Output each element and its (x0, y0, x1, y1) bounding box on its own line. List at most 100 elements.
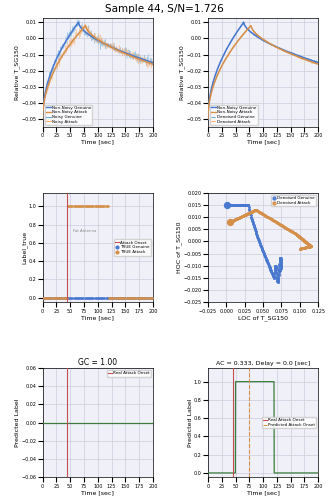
Denoised Genuine (278, 264, 283, 272)
Point (114, 294, 119, 302)
Point (71, 294, 76, 302)
Point (86, 294, 92, 302)
Denoised Genuine (234, 201, 239, 209)
Point (92, 294, 97, 302)
Denoised Genuine (260, 246, 265, 254)
Denoised Genuine (230, 201, 235, 209)
Denoised Attack (301, 244, 306, 252)
Denoised Genuine (249, 215, 254, 223)
Denoised Genuine (229, 201, 235, 209)
Denoised Genuine (277, 266, 282, 274)
Denoised Attack (254, 206, 259, 214)
Denoised Genuine (278, 264, 283, 272)
Denoised Attack (251, 206, 256, 214)
Denoised Attack (300, 244, 305, 252)
Denoised Attack (306, 243, 311, 251)
Denoised Attack (274, 218, 279, 226)
Denoised Attack (248, 208, 253, 216)
Denoised Attack (246, 209, 251, 217)
Denoised Attack (300, 236, 305, 244)
Denoised Genuine (235, 201, 240, 209)
Denoised Attack (294, 230, 299, 238)
Denoised Attack (278, 221, 283, 229)
Denoised Genuine (273, 262, 278, 270)
Denoised Attack (279, 221, 284, 229)
Point (91, 202, 96, 210)
Denoised Genuine (252, 224, 257, 232)
Denoised Attack (298, 244, 303, 252)
Denoised Genuine (278, 262, 284, 270)
Denoised Attack (250, 208, 255, 216)
Denoised Genuine (271, 272, 276, 280)
Denoised Genuine (277, 266, 282, 274)
Denoised Genuine (241, 201, 246, 209)
Denoised Genuine (273, 262, 278, 270)
Point (95, 202, 100, 210)
Point (90, 202, 95, 210)
Denoised Genuine (273, 263, 278, 271)
Point (145, 294, 150, 302)
Denoised Genuine (254, 231, 259, 239)
Point (144, 294, 149, 302)
Denoised Genuine (276, 276, 281, 283)
Denoised Genuine (277, 255, 282, 263)
Point (103, 202, 108, 210)
Denoised Genuine (235, 201, 240, 209)
Denoised Genuine (225, 201, 230, 209)
X-axis label: Time [sec]: Time [sec] (247, 140, 279, 144)
Denoised Attack (246, 210, 251, 218)
Denoised Attack (299, 234, 304, 242)
Denoised Genuine (278, 264, 283, 272)
Denoised Attack (301, 244, 306, 252)
Denoised Attack (304, 239, 309, 247)
Point (46, 294, 51, 302)
Denoised Genuine (249, 214, 254, 222)
Denoised Genuine (250, 218, 255, 226)
Point (102, 294, 107, 302)
Denoised Genuine (277, 266, 282, 274)
Denoised Genuine (245, 201, 250, 209)
Point (144, 294, 149, 302)
Point (136, 294, 141, 302)
Point (50, 294, 55, 302)
Denoised Genuine (275, 278, 280, 285)
Point (89, 294, 94, 302)
Denoised Genuine (246, 201, 251, 209)
Point (147, 294, 153, 302)
Denoised Attack (302, 237, 307, 245)
Denoised Genuine (238, 201, 244, 209)
Denoised Attack (252, 206, 257, 214)
Point (130, 294, 135, 302)
Denoised Genuine (265, 258, 270, 266)
Point (58, 294, 63, 302)
Point (49, 294, 54, 302)
Denoised Genuine (277, 265, 283, 273)
Denoised Attack (308, 242, 314, 250)
Denoised Genuine (278, 262, 284, 270)
Denoised Genuine (274, 273, 279, 281)
Point (59, 294, 64, 302)
Point (80, 294, 85, 302)
Point (65, 202, 71, 210)
Denoised Attack (295, 231, 300, 239)
Denoised Genuine (233, 201, 238, 209)
Denoised Attack (233, 216, 238, 224)
Denoised Attack (256, 208, 261, 216)
Denoised Genuine (251, 222, 256, 230)
Point (67, 202, 72, 210)
Denoised Genuine (239, 201, 245, 209)
Denoised Genuine (232, 201, 237, 209)
Point (125, 294, 130, 302)
Denoised Attack (302, 244, 308, 252)
Point (91, 294, 96, 302)
Title: AC = 0.333, Delay = 0.0 [sec]: AC = 0.333, Delay = 0.0 [sec] (216, 361, 310, 366)
Denoised Genuine (273, 262, 278, 270)
Denoised Attack (272, 217, 277, 225)
Denoised Genuine (244, 201, 249, 209)
Denoised Attack (228, 218, 233, 226)
Denoised Genuine (272, 269, 277, 277)
Denoised Genuine (257, 238, 262, 246)
Legend: Non-Noisy Genuine, Non-Noisy Attack, Noisy Genuine, Noisy Attack: Non-Noisy Genuine, Non-Noisy Attack, Noi… (45, 104, 92, 125)
Denoised Attack (232, 216, 237, 224)
Denoised Genuine (276, 273, 281, 281)
